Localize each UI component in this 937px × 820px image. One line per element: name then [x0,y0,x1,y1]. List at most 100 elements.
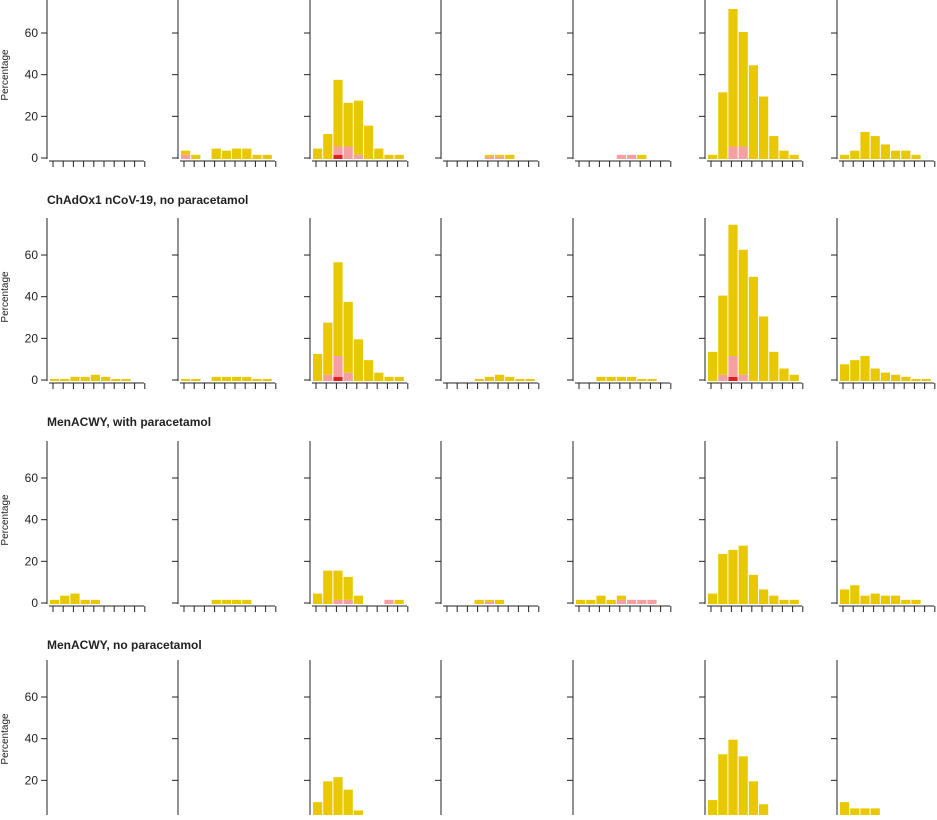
bar-segment-mild [728,224,738,357]
bar-segment-moderate [647,599,657,604]
bar-segment-mild [484,599,494,602]
bar-segment-moderate [484,601,494,604]
bar-segment-mild [911,599,921,604]
bar-segment-mild [252,378,262,381]
bar-segment-mild [921,378,931,381]
y-tick-label: 40 [25,290,39,304]
bar-segment-mild [80,376,90,381]
bar-segment-mild [759,316,769,381]
bar-segment-mild [901,150,911,159]
bar-segment-mild [191,154,201,159]
bar-segment-moderate [718,374,728,381]
y-tick-label: 0 [31,151,38,165]
bar-segment-mild [353,810,363,820]
bar-segment-mild [738,31,748,147]
bar-segment-mild [850,150,860,159]
bar-segment-mild [850,360,860,381]
bar-segment-mild [728,9,738,147]
bar-segment-severe [333,154,343,159]
bar-segment-moderate [728,356,738,377]
bar-segment-mild [384,154,394,159]
bar-segment-mild [313,148,323,159]
bar-segment-moderate [181,154,191,159]
y-axis-title: Percentage [0,494,11,546]
bar-segment-mild [323,781,333,820]
y-tick-label: 20 [25,554,39,568]
bar-segment-moderate [384,599,394,604]
y-tick-label: 60 [25,26,39,40]
bar-segment-mild [860,808,870,820]
bar-segment-moderate [495,156,505,159]
bar-segment-mild [616,376,626,381]
bar-segment-mild [586,599,596,604]
bar-segment-mild [769,351,779,381]
bar-segment-mild [880,144,890,159]
bar-segment-mild [121,378,131,381]
bar-segment-mild [748,276,758,381]
bar-segment-mild [484,154,494,157]
bar-segment-mild [759,589,769,604]
bar-segment-mild [394,154,404,159]
bar-segment-moderate [484,156,494,159]
bar-segment-mild [891,374,901,381]
bar-segment-moderate [353,154,363,159]
bar-segment-mild [708,351,718,381]
bar-segment-mild [708,154,718,159]
bar-segment-mild [759,96,769,159]
bar-segment-mild [718,295,728,375]
y-tick-label: 20 [25,109,39,123]
y-tick-label: 40 [25,68,39,82]
bar-segment-mild [870,136,880,159]
bar-segment-mild [364,360,374,381]
bar-segment-moderate [627,154,637,159]
bar-segment-mild [718,92,728,159]
bar-segment-mild [759,804,769,820]
bar-segment-mild [495,154,505,157]
bar-segment-mild [779,599,789,604]
bar-segment-mild [474,378,484,381]
bar-segment-moderate [343,372,353,381]
bar-segment-mild [769,595,779,604]
bar-segment-mild [474,599,484,604]
bar-segment-mild [353,339,363,381]
y-tick-label: 40 [25,732,39,746]
bar-segment-mild [870,368,880,381]
bar-segment-mild [333,777,343,820]
bar-segment-moderate [616,599,626,604]
bar-segment-severe [333,376,343,381]
bar-segment-moderate [627,599,637,604]
y-axis-title: Percentage [0,271,11,323]
bar-segment-mild [596,595,606,604]
bar-segment-mild [90,374,100,381]
bar-segment-mild [911,378,921,381]
row-title-chadox1-no-paracetamol: ChAdOx1 nCoV-19, no paracetamol [47,193,249,207]
bar-segment-mild [616,595,626,600]
bar-segment-mild [779,150,789,159]
bar-segment-mild [779,368,789,381]
bar-segment-mild [343,102,353,147]
y-tick-label: 0 [31,596,38,610]
bar-segment-mild [596,376,606,381]
row-title-menacwy-no-paracetamol: MenACWY, no paracetamol [47,638,202,652]
bar-segment-mild [211,599,221,604]
y-axis-title: Percentage [0,713,11,765]
bar-segment-mild [505,154,515,159]
bar-segment-mild [880,595,890,604]
bar-segment-mild [343,301,353,373]
bar-segment-mild [728,739,738,820]
bar-segment-mild [789,374,799,381]
bar-segment-mild [242,148,252,159]
bar-segment-mild [789,154,799,159]
bar-segment-mild [221,376,231,381]
bar-segment-mild [70,593,80,604]
y-tick-label: 60 [25,690,39,704]
bar-segment-mild [860,595,870,604]
bar-segment-mild [313,353,323,381]
bar-segment-mild [901,376,911,381]
bar-segment-mild [60,378,70,381]
bar-segment-mild [891,595,901,604]
bar-segment-mild [384,376,394,381]
bar-segment-mild [789,599,799,604]
